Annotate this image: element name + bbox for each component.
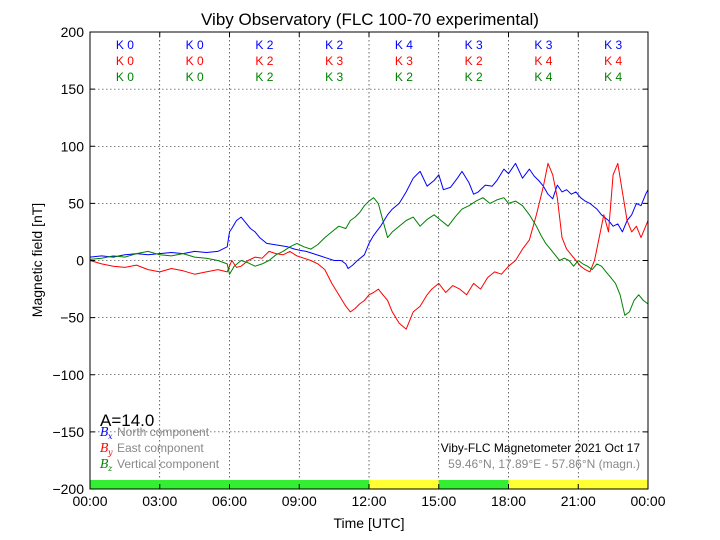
x-tick-label: 00:00 [630, 493, 665, 509]
legend-subscript: y [107, 448, 113, 457]
k-index-label: K 2 [325, 38, 343, 52]
k-index-label: K 0 [186, 70, 204, 84]
x-tick-label: 15:00 [421, 493, 456, 509]
x-axis: 00:00 03:00 06:00 09:00 12:00 15:00 18:00 21:00… [72, 32, 666, 509]
y-tick-label: −150 [52, 424, 84, 440]
y-tick-label: −100 [52, 367, 84, 383]
legend-symbol: B [99, 457, 109, 471]
x-tick-label: 09:00 [282, 493, 317, 509]
k-index-label: K 4 [604, 54, 622, 68]
series-line-z [89, 197, 649, 316]
k-index-label: K 2 [255, 38, 273, 52]
legend-subscript: z [107, 464, 113, 473]
k-index-label: K 3 [395, 54, 413, 68]
legend-subscript: x [108, 432, 113, 441]
y-tick-label: 0 [76, 253, 84, 269]
y-tick-label: 200 [61, 24, 85, 40]
k-index-label: K 3 [325, 54, 343, 68]
k-index-label: K 3 [325, 70, 343, 84]
y-tick-label: 150 [61, 81, 85, 97]
y-tick-label: 50 [68, 195, 84, 211]
k-index-label: K 4 [534, 54, 552, 68]
k-index-label: K 3 [604, 38, 622, 52]
k-index-label: K 4 [534, 70, 552, 84]
k-index-label: K 2 [465, 70, 483, 84]
k-index-table: K 0 K 0 K 2 K 2 K 4 K 3 K 3 K 3 K 0 K 0 K 2 K 3 K 3 K… [116, 38, 623, 84]
legend-symbol: B [99, 425, 109, 439]
k-index-label: K 2 [395, 70, 413, 84]
k-index-label: K 3 [465, 38, 483, 52]
k-index-label: K 0 [186, 54, 204, 68]
x-tick-label: 12:00 [351, 493, 386, 509]
k-index-label: K 2 [255, 54, 273, 68]
series-layer [89, 162, 649, 330]
info-line-1: Viby-FLC Magnetometer 2021 Oct 17 [441, 441, 641, 455]
legend-label: North component [117, 425, 210, 439]
series-line-y [89, 162, 649, 330]
x-tick-label: 03:00 [142, 493, 177, 509]
k-index-label: K 3 [534, 38, 552, 52]
y-tick-label: −50 [60, 310, 84, 326]
k-index-label: K 0 [116, 54, 134, 68]
legend-symbol: B [99, 441, 109, 455]
x-axis-label: Time [UTC] [333, 515, 404, 531]
grid-layer [89, 31, 649, 490]
k-index-label: K 4 [395, 38, 413, 52]
k-index-label: K 2 [255, 70, 273, 84]
activity-segment [369, 480, 439, 489]
k-index-label: K 2 [465, 54, 483, 68]
a-index-label: A=14.0 [100, 411, 154, 430]
x-tick-label: 00:00 [72, 493, 107, 509]
chart-title: Viby Observatory (FLC 100-70 experimenta… [201, 10, 539, 29]
y-tick-label: −200 [52, 481, 84, 497]
y-axis: 200 150 100 50 0 −50 −100 −150 −200 [52, 24, 648, 497]
x-tick-label: 18:00 [491, 493, 526, 509]
x-tick-label: 21:00 [561, 493, 596, 509]
legend-label: East component [117, 441, 204, 455]
series-line-x [89, 162, 649, 269]
k-index-label: K 4 [604, 70, 622, 84]
x-tick-label: 06:00 [212, 493, 247, 509]
activity-segment [438, 480, 509, 489]
legend-label: Vertical component [117, 457, 220, 471]
k-index-label: K 0 [116, 70, 134, 84]
k-index-label: K 0 [116, 38, 134, 52]
y-tick-label: 100 [61, 138, 85, 154]
info-line-2: 59.46°N, 17.89°E - 57.86°N (magn.) [448, 457, 640, 471]
y-axis-label: Magnetic field [nT] [29, 203, 45, 317]
k-index-label: K 0 [186, 38, 204, 52]
